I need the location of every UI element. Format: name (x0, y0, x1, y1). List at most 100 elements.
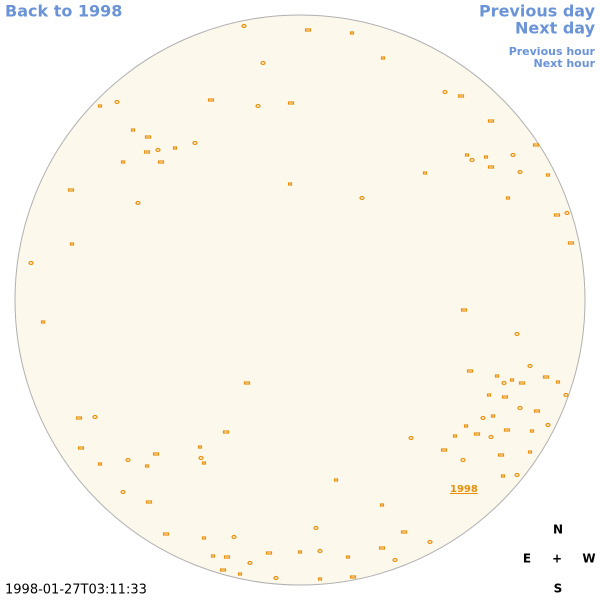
spot (487, 119, 495, 123)
spot (349, 575, 357, 579)
spot (494, 374, 500, 378)
spot (297, 550, 303, 554)
spot (157, 160, 165, 164)
spot (392, 557, 398, 563)
spot (152, 452, 160, 456)
back-link[interactable]: Back to 1998 (5, 2, 122, 21)
active-regions (28, 23, 575, 581)
spot (400, 530, 408, 534)
spot (501, 395, 509, 399)
spot (207, 98, 215, 102)
spot (125, 457, 131, 463)
spot (197, 445, 203, 449)
spot (564, 210, 570, 216)
spot (545, 422, 551, 428)
spot (145, 500, 153, 504)
spot (497, 453, 505, 457)
next-hour-link[interactable]: Next hour (534, 57, 596, 70)
spot (120, 489, 126, 495)
spot (192, 140, 198, 146)
compass-south: S (554, 582, 563, 596)
previous-hour-link[interactable]: Previous hour (509, 45, 596, 58)
spot (304, 28, 312, 32)
spot (514, 472, 520, 478)
spot (114, 99, 120, 105)
spot (378, 546, 386, 550)
spot (247, 560, 253, 566)
spot (317, 548, 323, 554)
spot (198, 455, 204, 461)
spot (287, 101, 295, 105)
spot (486, 393, 492, 397)
next-day-link[interactable]: Next day (515, 19, 596, 38)
spot (379, 503, 385, 507)
spot (75, 416, 83, 420)
spot (69, 242, 75, 246)
spot (223, 555, 231, 559)
spot (260, 60, 266, 66)
spot (466, 369, 474, 373)
spot (532, 143, 540, 147)
spot (457, 94, 465, 98)
spot (422, 171, 428, 175)
compass-north: N (553, 523, 563, 537)
spot (313, 525, 319, 531)
previous-day-link[interactable]: Previous day (479, 2, 596, 21)
spot (97, 462, 103, 466)
spot (237, 572, 243, 576)
spot (517, 405, 523, 411)
spot (487, 165, 495, 169)
spot (555, 380, 561, 384)
spot (533, 409, 541, 413)
timestamp: 1998-01-27T03:11:33 (5, 583, 147, 598)
spot (464, 153, 470, 157)
spot (255, 103, 261, 109)
spot (359, 195, 365, 201)
spot (473, 432, 481, 436)
region-label[interactable]: 1998 (450, 484, 478, 495)
spot (505, 196, 511, 200)
spot (514, 331, 520, 337)
spot (501, 380, 507, 386)
spot (210, 554, 216, 558)
spot (172, 146, 178, 150)
spot (201, 536, 207, 540)
spot (231, 534, 237, 540)
spot (527, 363, 533, 369)
spot (92, 414, 98, 420)
spot (509, 378, 515, 382)
spot (545, 173, 551, 177)
spot (542, 375, 550, 379)
spot (480, 415, 486, 421)
spot (553, 213, 561, 217)
spot (563, 392, 569, 398)
spot (500, 474, 506, 478)
spot (567, 241, 575, 245)
spot (317, 577, 323, 581)
spot (162, 532, 170, 536)
spot (488, 434, 494, 440)
spot (40, 320, 46, 324)
solar-disk (14, 14, 586, 586)
spot (527, 450, 533, 454)
spot (241, 23, 247, 29)
spot (452, 434, 458, 438)
spot (28, 260, 34, 266)
spot (427, 539, 433, 545)
spot (130, 128, 136, 132)
spot (120, 160, 126, 164)
spot (135, 200, 141, 206)
spot (222, 430, 230, 434)
spot (287, 182, 293, 186)
compass-center: + (552, 552, 562, 566)
spot (483, 155, 489, 159)
compass-east: E (523, 552, 531, 566)
spot (201, 461, 207, 465)
spot (460, 308, 468, 312)
spot (380, 56, 386, 60)
spot (503, 428, 511, 432)
spot (440, 448, 448, 452)
spot (97, 104, 103, 108)
spot (469, 157, 475, 163)
